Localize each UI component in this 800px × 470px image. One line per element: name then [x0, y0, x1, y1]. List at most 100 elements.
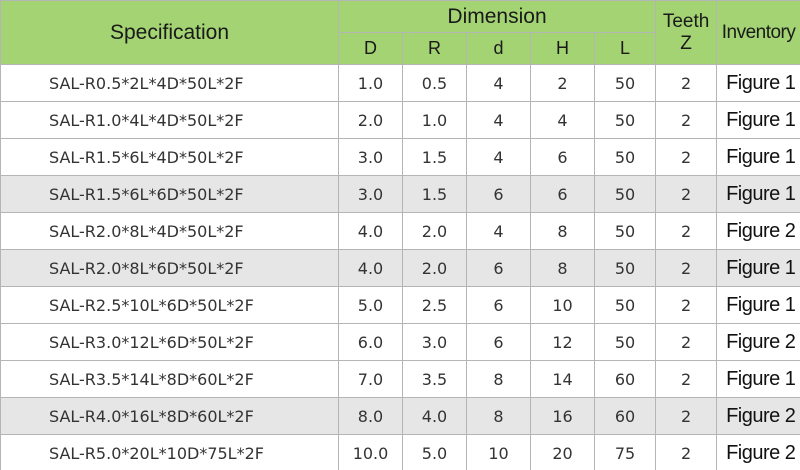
value-cell: 10	[466, 434, 531, 470]
value-cell: 6	[466, 323, 531, 361]
table-row: SAL-R3.0*12L*6D*50L*2F 6.0 3.0 6 12 50 2 Figure…	[0, 323, 800, 361]
value-cell: 50	[593, 249, 657, 287]
header-cell: D	[338, 32, 403, 65]
spec-cell: SAL-R1.0*4L*4D*50L*2F	[0, 101, 339, 139]
value-cell: 8	[466, 397, 531, 435]
value-cell: 50	[593, 212, 657, 250]
spec-cell: SAL-R2.5*10L*6D*50L*2F	[0, 286, 339, 324]
value-cell: 4.0	[338, 249, 403, 287]
value-cell: 50	[593, 175, 657, 213]
header-cell: R	[402, 32, 467, 65]
table-body: SAL-R0.5*2L*4D*50L*2F 1.0 0.5 4 2 50 2 Figure 1…	[0, 64, 800, 470]
header-cell: Dimension	[337, 0, 657, 33]
inventory-cell: Figure 1	[716, 138, 800, 176]
spec-cell: SAL-R2.0*8L*6D*50L*2F	[0, 249, 339, 287]
value-cell: 1.5	[402, 175, 467, 213]
inventory-cell: Figure 1	[716, 64, 800, 102]
value-cell: 2.0	[402, 212, 467, 250]
value-cell: 1.0	[338, 64, 403, 102]
value-cell: 20	[530, 434, 595, 470]
header-text: Z	[680, 32, 692, 54]
value-cell: 2.0	[402, 249, 467, 287]
table-header: Specification Dimension Teeth Z Inventory…	[0, 0, 800, 65]
value-cell: 4	[466, 64, 531, 102]
value-cell: 2	[655, 101, 718, 139]
inventory-cell: Figure 2	[716, 397, 800, 435]
value-cell: 1.0	[402, 101, 467, 139]
spec-cell: SAL-R4.0*16L*8D*60L*2F	[0, 397, 339, 435]
spec-cell: SAL-R0.5*2L*4D*50L*2F	[0, 64, 339, 102]
inventory-cell: Figure 2	[716, 434, 800, 470]
value-cell: 2	[655, 212, 718, 250]
inventory-cell: Figure 1	[716, 101, 800, 139]
table-row: SAL-R2.5*10L*6D*50L*2F 5.0 2.5 6 10 50 2 Figure…	[0, 286, 800, 324]
value-cell: 2	[530, 64, 595, 102]
spec-cell: SAL-R1.5*6L*6D*50L*2F	[0, 175, 339, 213]
value-cell: 4.0	[402, 397, 467, 435]
table-row: SAL-R2.0*8L*4D*50L*2F 4.0 2.0 4 8 50 2 Figure 2	[0, 212, 800, 250]
value-cell: 3.0	[338, 138, 403, 176]
value-cell: 8	[530, 212, 595, 250]
value-cell: 3.0	[338, 175, 403, 213]
table-row: SAL-R0.5*2L*4D*50L*2F 1.0 0.5 4 2 50 2 Figure 1	[0, 64, 800, 102]
inventory-cell: Figure 1	[716, 175, 800, 213]
header-cell: Teeth Z	[655, 0, 718, 65]
value-cell: 6	[466, 286, 531, 324]
table-row: SAL-R1.5*6L*6D*50L*2F 3.0 1.5 6 6 50 2 Figure 1	[0, 175, 800, 213]
header-cell: d	[466, 32, 531, 65]
value-cell: 3.0	[402, 323, 467, 361]
value-cell: 50	[593, 323, 657, 361]
value-cell: 50	[593, 138, 657, 176]
spec-cell: SAL-R3.5*14L*8D*60L*2F	[0, 360, 339, 398]
value-cell: 4.0	[338, 212, 403, 250]
value-cell: 60	[593, 360, 657, 398]
table-row: SAL-R3.5*14L*8D*60L*2F 7.0 3.5 8 14 60 2 Figure…	[0, 360, 800, 398]
value-cell: 5.0	[338, 286, 403, 324]
value-cell: 3.5	[402, 360, 467, 398]
value-cell: 50	[593, 286, 657, 324]
value-cell: 10.0	[338, 434, 403, 470]
inventory-cell: Figure 1	[716, 249, 800, 287]
value-cell: 6	[466, 175, 531, 213]
value-cell: 50	[593, 64, 657, 102]
value-cell: 2.5	[402, 286, 467, 324]
value-cell: 2	[655, 138, 718, 176]
inventory-cell: Figure 2	[716, 323, 800, 361]
value-cell: 4	[466, 212, 531, 250]
value-cell: 6	[530, 175, 595, 213]
value-cell: 8	[530, 249, 595, 287]
header-cell: H	[530, 32, 595, 65]
table-row: SAL-R2.0*8L*6D*50L*2F 4.0 2.0 6 8 50 2 Figure 1	[0, 249, 800, 287]
header-cell: L	[593, 32, 657, 65]
value-cell: 6.0	[338, 323, 403, 361]
value-cell: 2	[655, 286, 718, 324]
value-cell: 2	[655, 175, 718, 213]
spec-cell: SAL-R5.0*20L*10D*75L*2F	[0, 434, 339, 470]
value-cell: 2.0	[338, 101, 403, 139]
value-cell: 6	[530, 138, 595, 176]
header-text: Teeth	[662, 10, 710, 32]
value-cell: 1.5	[402, 138, 467, 176]
value-cell: 2	[655, 249, 718, 287]
value-cell: 7.0	[338, 360, 403, 398]
value-cell: 0.5	[402, 64, 467, 102]
value-cell: 75	[593, 434, 657, 470]
table-row: SAL-R5.0*20L*10D*75L*2F 10.0 5.0 10 20 75 2 Fig…	[0, 434, 800, 470]
value-cell: 4	[530, 101, 595, 139]
value-cell: 16	[530, 397, 595, 435]
table-row: SAL-R1.5*6L*4D*50L*2F 3.0 1.5 4 6 50 2 Figure 1	[0, 138, 800, 176]
spec-cell: SAL-R3.0*12L*6D*50L*2F	[0, 323, 339, 361]
inventory-cell: Figure 1	[716, 360, 800, 398]
value-cell: 8	[466, 360, 531, 398]
value-cell: 5.0	[402, 434, 467, 470]
inventory-cell: Figure 1	[716, 286, 800, 324]
value-cell: 2	[655, 434, 718, 470]
value-cell: 60	[593, 397, 657, 435]
value-cell: 50	[593, 101, 657, 139]
header-cell: Inventory	[716, 0, 800, 65]
spec-cell: SAL-R1.5*6L*4D*50L*2F	[0, 138, 339, 176]
value-cell: 8.0	[338, 397, 403, 435]
value-cell: 6	[466, 249, 531, 287]
